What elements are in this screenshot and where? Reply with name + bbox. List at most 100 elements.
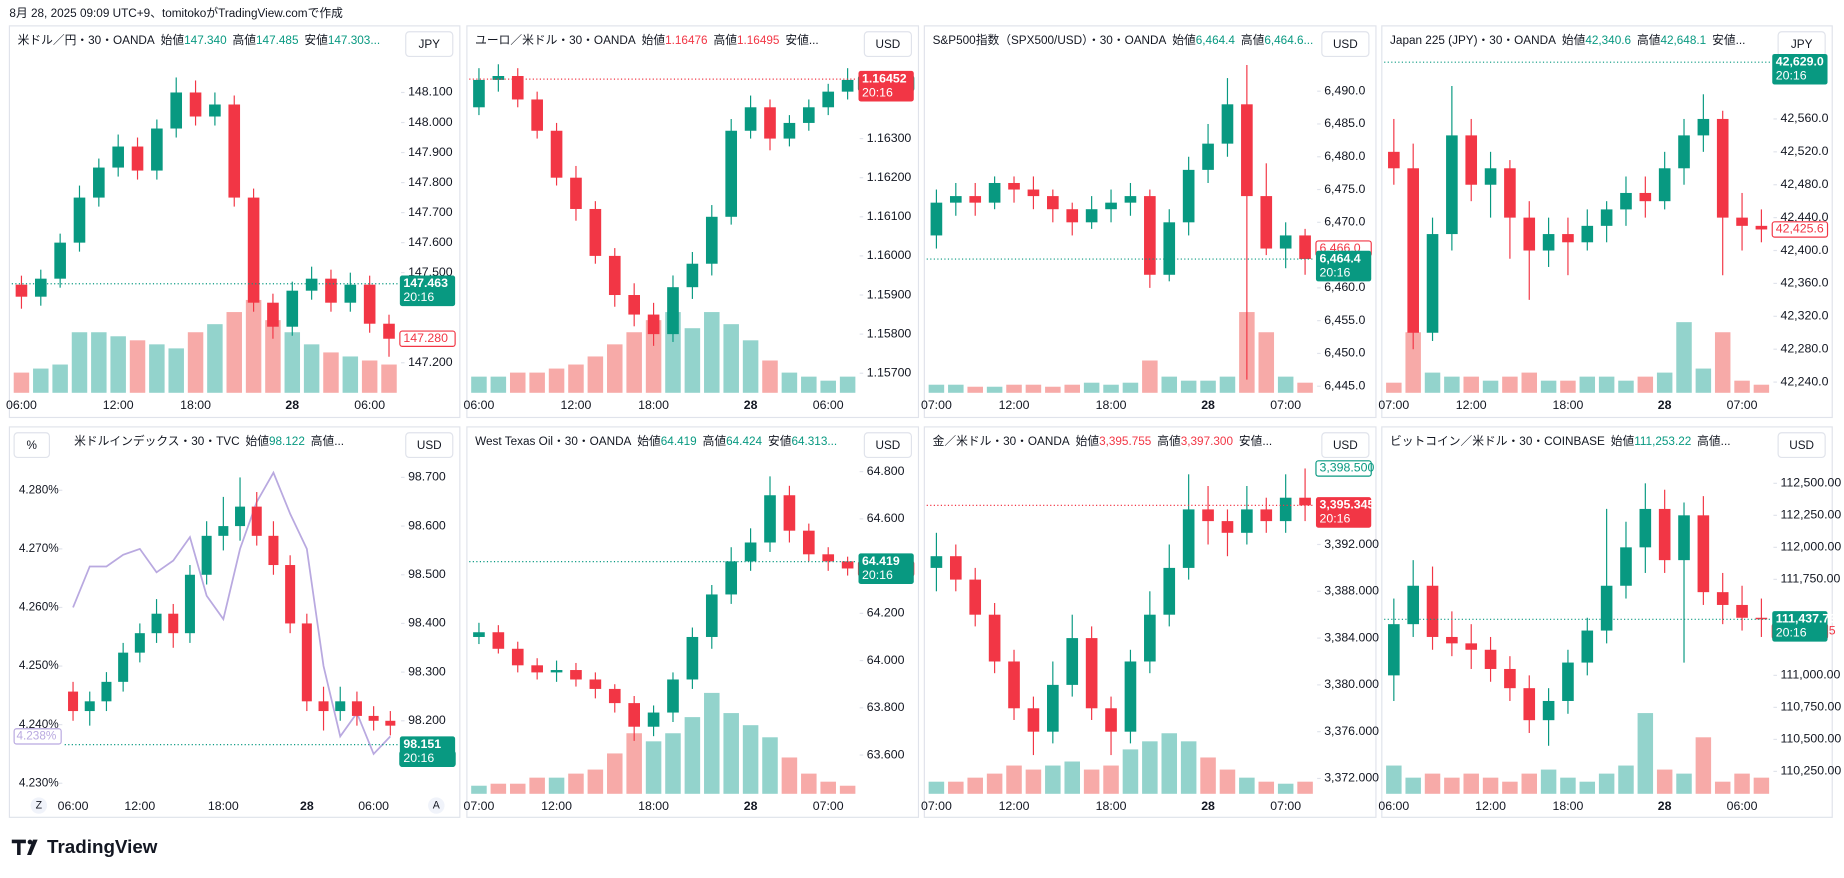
volume-bar — [71, 332, 88, 393]
price-label-box — [858, 553, 914, 584]
x-tick-label: 07:00 — [813, 799, 844, 813]
price-label: 147.463 — [403, 276, 448, 290]
volume-bar — [1258, 781, 1275, 794]
scale-button-label: Z — [36, 799, 43, 811]
volume-bar — [839, 785, 856, 794]
candle-body — [1047, 196, 1059, 210]
chart-header: ビットコイン／米ドル・30・COINBASE 始値111,253.22 高値... — [1390, 434, 1730, 448]
volume-bar — [928, 384, 945, 393]
candle-body — [1163, 222, 1176, 275]
y-tick-label: 42,360.0 — [1780, 276, 1828, 290]
y-tick-label: 6,485.0 — [1324, 116, 1365, 130]
candle-body — [1202, 509, 1214, 522]
volume-bar — [1277, 376, 1294, 393]
volume-bar — [1598, 773, 1615, 794]
chart-panel: 米ドル／円・30・OANDA 始値147.340 高値147.485 安値147.30… — [6, 25, 461, 419]
field-value: 147.485 — [256, 34, 299, 47]
candle-body — [267, 302, 279, 327]
volume-bar — [509, 783, 526, 794]
candle-body — [841, 79, 854, 92]
field-value: 64.424 — [726, 435, 762, 448]
candle-body — [325, 278, 337, 303]
candle-body — [1426, 234, 1439, 333]
candle-body — [802, 530, 815, 555]
y-tick-label: 111,000.00 — [1780, 668, 1840, 682]
x-tick-label: 18:00 — [638, 799, 669, 813]
volume-bar — [1142, 360, 1158, 393]
symbol: 米ドル／円・30・OANDA — [18, 34, 155, 47]
currency-label: USD — [1333, 439, 1358, 452]
volume-bar — [1064, 761, 1080, 794]
candle-body — [589, 208, 602, 256]
volume-bar — [110, 336, 126, 393]
volume-bar — [781, 757, 798, 794]
currency-button — [1321, 31, 1370, 58]
candle-body — [531, 665, 543, 673]
candle-body — [969, 196, 982, 203]
y-tick-label: 98.300 — [408, 664, 446, 678]
volume-bar — [1598, 376, 1615, 393]
candle-body — [1008, 182, 1020, 190]
field-key: 高値 — [1157, 434, 1181, 448]
candle-body — [1299, 497, 1311, 506]
y-tick-label: 42,520.0 — [1780, 144, 1828, 158]
candle-body — [368, 715, 379, 721]
candle-body — [34, 278, 47, 297]
volume-bar — [928, 781, 945, 794]
candle-body — [1600, 585, 1613, 631]
volume-bar — [529, 777, 545, 794]
chart-header: West Texas Oil・30・OANDA 始値64.419 高値64.424 安… — [475, 434, 837, 448]
candle-body — [170, 92, 183, 129]
volume-bar — [1676, 773, 1692, 794]
field-key: 安値... — [1712, 33, 1745, 47]
y-tick-label: 1.16200 — [867, 170, 912, 184]
y-tick-label: 147.200 — [408, 355, 453, 369]
field-value: 64.313... — [791, 435, 837, 448]
candle-body — [351, 701, 362, 716]
x-tick-label: 07:00 — [1270, 799, 1301, 813]
y-tick-label: 110,250.00 — [1780, 764, 1841, 778]
candle-body — [1465, 135, 1478, 185]
candle-body — [988, 182, 1001, 203]
volume-bar — [1695, 368, 1712, 393]
candle-body — [101, 681, 112, 702]
volume-bar — [1444, 376, 1460, 393]
field-key: 高値 — [713, 33, 737, 47]
volume-bar — [1540, 380, 1557, 393]
candle-body — [1182, 509, 1195, 568]
candle-body — [647, 712, 660, 727]
y-tick-label: 147.500 — [408, 265, 453, 279]
field-value: 64.419 — [661, 435, 697, 448]
currency-label: USD — [417, 439, 442, 452]
candle-body — [1639, 192, 1652, 202]
volume-bar — [1656, 769, 1673, 794]
y-tick-label: 64.600 — [867, 511, 905, 525]
volume-bar — [1521, 372, 1537, 393]
candle-body — [1504, 168, 1516, 218]
volume-bar — [1386, 382, 1402, 393]
field-value: 98.122 — [269, 435, 305, 448]
field-value: 147.340 — [184, 34, 227, 47]
volume-bar — [52, 364, 68, 393]
x-tick-label: 06:00 — [6, 398, 37, 412]
field-value: 6,464.6... — [1264, 34, 1313, 47]
x-tick-label: 07:00 — [1270, 398, 1301, 412]
y-tick-label: 110,750.00 — [1780, 700, 1841, 714]
volume-bar — [284, 332, 301, 393]
volume-bar — [1637, 713, 1654, 794]
volume-bar — [1161, 376, 1178, 393]
volume-bar — [13, 372, 30, 393]
candle-body — [1388, 151, 1400, 169]
volume-bar — [490, 376, 507, 393]
volume-bar — [723, 713, 739, 794]
currency-button — [405, 31, 454, 58]
candle-body — [209, 104, 221, 117]
candle-body — [1241, 104, 1253, 197]
x-tick-label: 07:00 — [921, 398, 952, 412]
candle-body — [301, 623, 312, 702]
candle-body — [251, 506, 262, 536]
volume-bar — [33, 368, 49, 393]
volume-bar — [568, 773, 584, 794]
candle-body — [608, 688, 621, 704]
volume-bar — [490, 783, 507, 794]
